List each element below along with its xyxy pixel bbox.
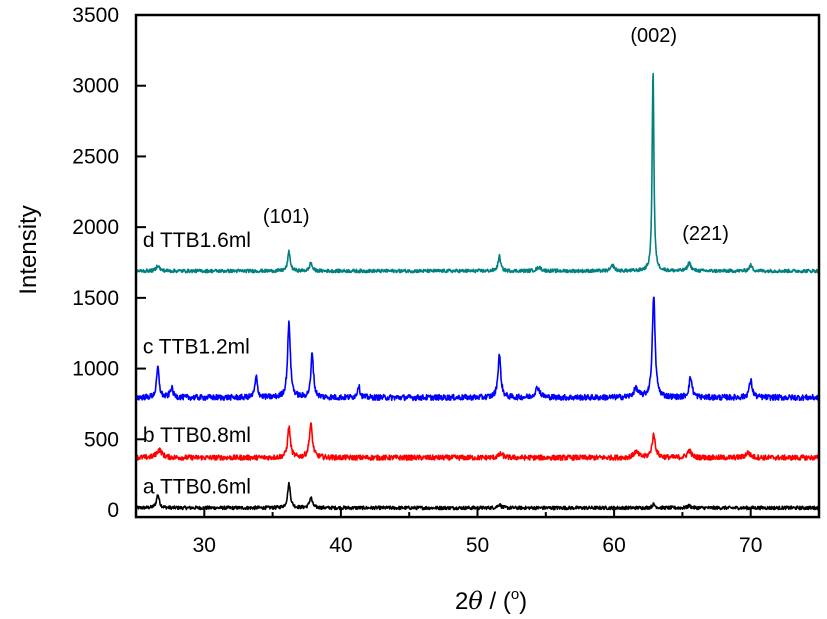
series-line-a <box>135 481 820 511</box>
x-axis-title-close: ) <box>519 588 527 615</box>
series-label: c TTB1.2ml <box>143 336 250 359</box>
x-axis-title: 2θ / (o) <box>455 586 527 615</box>
series-label: a TTB0.6ml <box>143 476 251 499</box>
y-axis-title: Intensity <box>15 205 42 294</box>
series-label: b TTB0.8ml <box>143 424 251 447</box>
y-tick-label: 1500 <box>72 287 119 310</box>
x-axis-title-suffix: / ( <box>483 588 511 615</box>
y-tick-label: 3000 <box>72 75 119 98</box>
series-line-c <box>135 296 820 402</box>
x-tick-label: 60 <box>602 534 625 557</box>
peak-annotation: (002) <box>630 25 677 47</box>
ticks-layer <box>136 84 752 518</box>
y-tick-label: 0 <box>107 499 119 522</box>
y-tick-label: 2500 <box>72 145 119 168</box>
y-tick-label: 2000 <box>72 216 119 239</box>
y-tick-label: 3500 <box>72 4 119 27</box>
series-label: d TTB1.6ml <box>143 229 251 252</box>
x-axis-title-prefix: 2 <box>455 588 468 615</box>
x-tick-label: 30 <box>193 534 216 557</box>
x-tick-label: 40 <box>329 534 352 557</box>
series-line-b <box>135 422 820 462</box>
x-axis-title-theta: θ <box>468 587 483 615</box>
peak-annotation: (101) <box>263 206 310 228</box>
labels-layer: 0 500 1000 1500 2000 2500 3000 3500 30 40 50 60 70 d … <box>72 4 762 557</box>
x-axis-title-degree: o <box>511 586 519 603</box>
x-tick-label: 50 <box>466 534 489 557</box>
peak-annotation: (221) <box>682 223 729 245</box>
y-tick-label: 500 <box>84 428 119 451</box>
series-line-d <box>135 72 820 274</box>
series-layer <box>135 72 820 511</box>
x-tick-label: 70 <box>739 534 762 557</box>
y-tick-label: 1000 <box>72 358 119 381</box>
